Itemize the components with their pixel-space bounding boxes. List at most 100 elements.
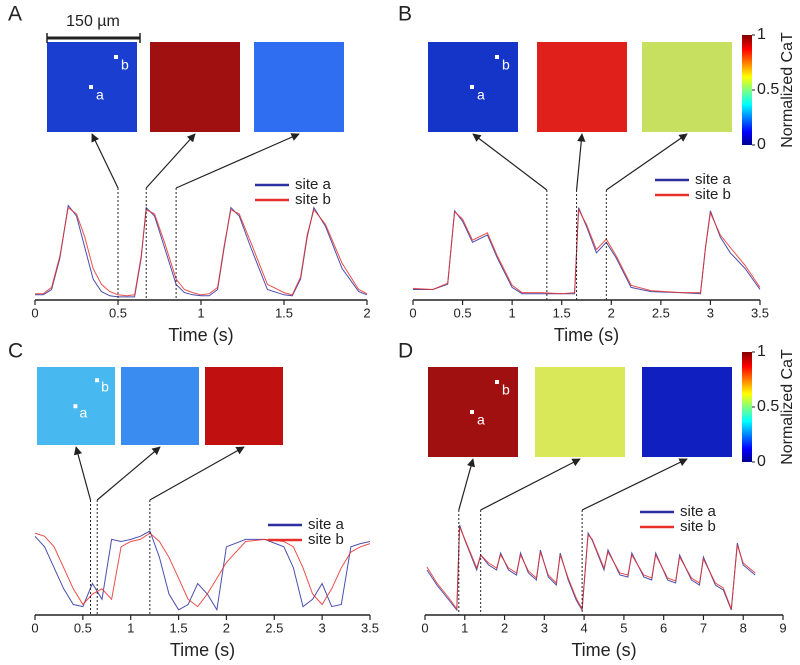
site-dot: [114, 55, 118, 59]
scale-bar-label: 150 µm: [66, 13, 120, 30]
x-tick-label: 1: [197, 305, 204, 320]
legend-label: site a: [680, 503, 717, 520]
x-tick-label: 1.5: [275, 305, 293, 320]
site-label: a: [96, 87, 104, 103]
legend-label: site a: [308, 516, 345, 533]
snapshot-image: [205, 367, 283, 445]
panel-letter: C: [8, 340, 23, 363]
x-tick-label: 3.5: [361, 620, 379, 635]
site-label: a: [477, 412, 485, 428]
legend-label: site b: [680, 518, 716, 535]
snapshot-arrow: [96, 446, 161, 501]
x-tick-label: 0: [421, 620, 428, 635]
trace: [34, 530, 371, 612]
snapshot-arrow: [480, 458, 581, 511]
x-tick-label: 8: [740, 620, 747, 635]
x-tick-label: 7: [700, 620, 707, 635]
x-axis-label: Time (s): [571, 640, 636, 660]
snapshot-image: [642, 367, 732, 457]
site-label: b: [101, 379, 109, 395]
snapshot-image: [642, 42, 732, 132]
snapshot-arrow: [91, 133, 119, 189]
snapshot-image: [535, 367, 625, 457]
x-tick-label: 2.5: [652, 305, 670, 320]
x-tick-label: 6: [660, 620, 667, 635]
site-label: b: [502, 382, 510, 398]
panel-letter: D: [398, 340, 413, 363]
x-tick-label: 1: [509, 305, 516, 320]
site-label: a: [477, 87, 485, 103]
site-label: b: [121, 57, 129, 73]
x-axis-label: Time (s): [554, 325, 619, 345]
legend-label: site b: [295, 191, 331, 208]
snapshot-arrow: [175, 133, 300, 189]
site-dot: [495, 55, 499, 59]
snapshot-image: [150, 42, 240, 132]
site-label: a: [79, 405, 87, 421]
colorbar-tick-label: 0: [757, 453, 766, 470]
x-tick-label: 2: [608, 305, 615, 320]
x-tick-label: 0: [409, 305, 416, 320]
x-tick-label: 9: [779, 620, 786, 635]
site-dot: [495, 380, 499, 384]
colorbar: [742, 35, 752, 145]
legend-label: site a: [295, 176, 332, 193]
x-tick-label: 3: [707, 305, 714, 320]
x-tick-label: 1.5: [170, 620, 188, 635]
x-tick-label: 3.5: [751, 305, 769, 320]
x-tick-label: 0.5: [454, 305, 472, 320]
site-dot: [73, 404, 78, 409]
snapshot-arrow: [73, 446, 92, 501]
colorbar-label: Normalized CaT: [779, 349, 796, 465]
snapshot-image: [254, 42, 344, 132]
colorbar-label: Normalized CaT: [779, 32, 796, 148]
x-axis-label: Time (s): [170, 640, 235, 660]
colorbar-tick-label: 0.5: [757, 81, 779, 98]
trace: [412, 207, 761, 295]
snapshot-arrow: [472, 133, 548, 191]
legend-label: site b: [695, 186, 731, 203]
snapshot-arrow: [575, 133, 586, 191]
site-dot: [95, 378, 100, 383]
x-tick-label: 3: [541, 620, 548, 635]
site-label: b: [502, 57, 510, 73]
x-tick-label: 4: [580, 620, 587, 635]
snapshot-arrow: [581, 458, 688, 511]
snapshot-arrow: [149, 446, 245, 501]
x-tick-label: 1: [127, 620, 134, 635]
trace: [35, 204, 368, 298]
panel-letter: A: [8, 3, 22, 26]
colorbar-tick-label: 0: [757, 136, 766, 153]
x-tick-label: 3: [319, 620, 326, 635]
site-dot: [470, 85, 474, 89]
x-tick-label: 0.5: [109, 305, 127, 320]
legend-label: site b: [308, 531, 344, 548]
trace: [35, 206, 368, 297]
snapshot-image: [121, 367, 199, 445]
legend-label: site a: [695, 171, 732, 188]
x-tick-label: 2: [501, 620, 508, 635]
trace: [34, 532, 371, 608]
snapshot-arrow: [145, 133, 196, 189]
x-tick-label: 0: [31, 305, 38, 320]
snapshot-arrow: [458, 458, 476, 511]
x-tick-label: 2: [363, 305, 370, 320]
colorbar: [742, 352, 752, 462]
site-dot: [89, 85, 93, 89]
x-tick-label: 2: [223, 620, 230, 635]
colorbar-tick-label: 0.5: [757, 398, 779, 415]
site-dot: [470, 410, 474, 414]
x-tick-label: 0: [31, 620, 38, 635]
x-tick-label: 1: [461, 620, 468, 635]
x-tick-label: 5: [620, 620, 627, 635]
x-tick-label: 0.5: [74, 620, 92, 635]
trace: [426, 526, 756, 611]
colorbar-tick-label: 1: [757, 343, 766, 360]
x-axis-label: Time (s): [168, 325, 233, 345]
snapshot-arrow: [605, 133, 688, 191]
x-tick-label: 1.5: [553, 305, 571, 320]
trace: [413, 207, 761, 295]
snapshot-image: [537, 42, 627, 132]
panel-letter: B: [398, 3, 412, 26]
